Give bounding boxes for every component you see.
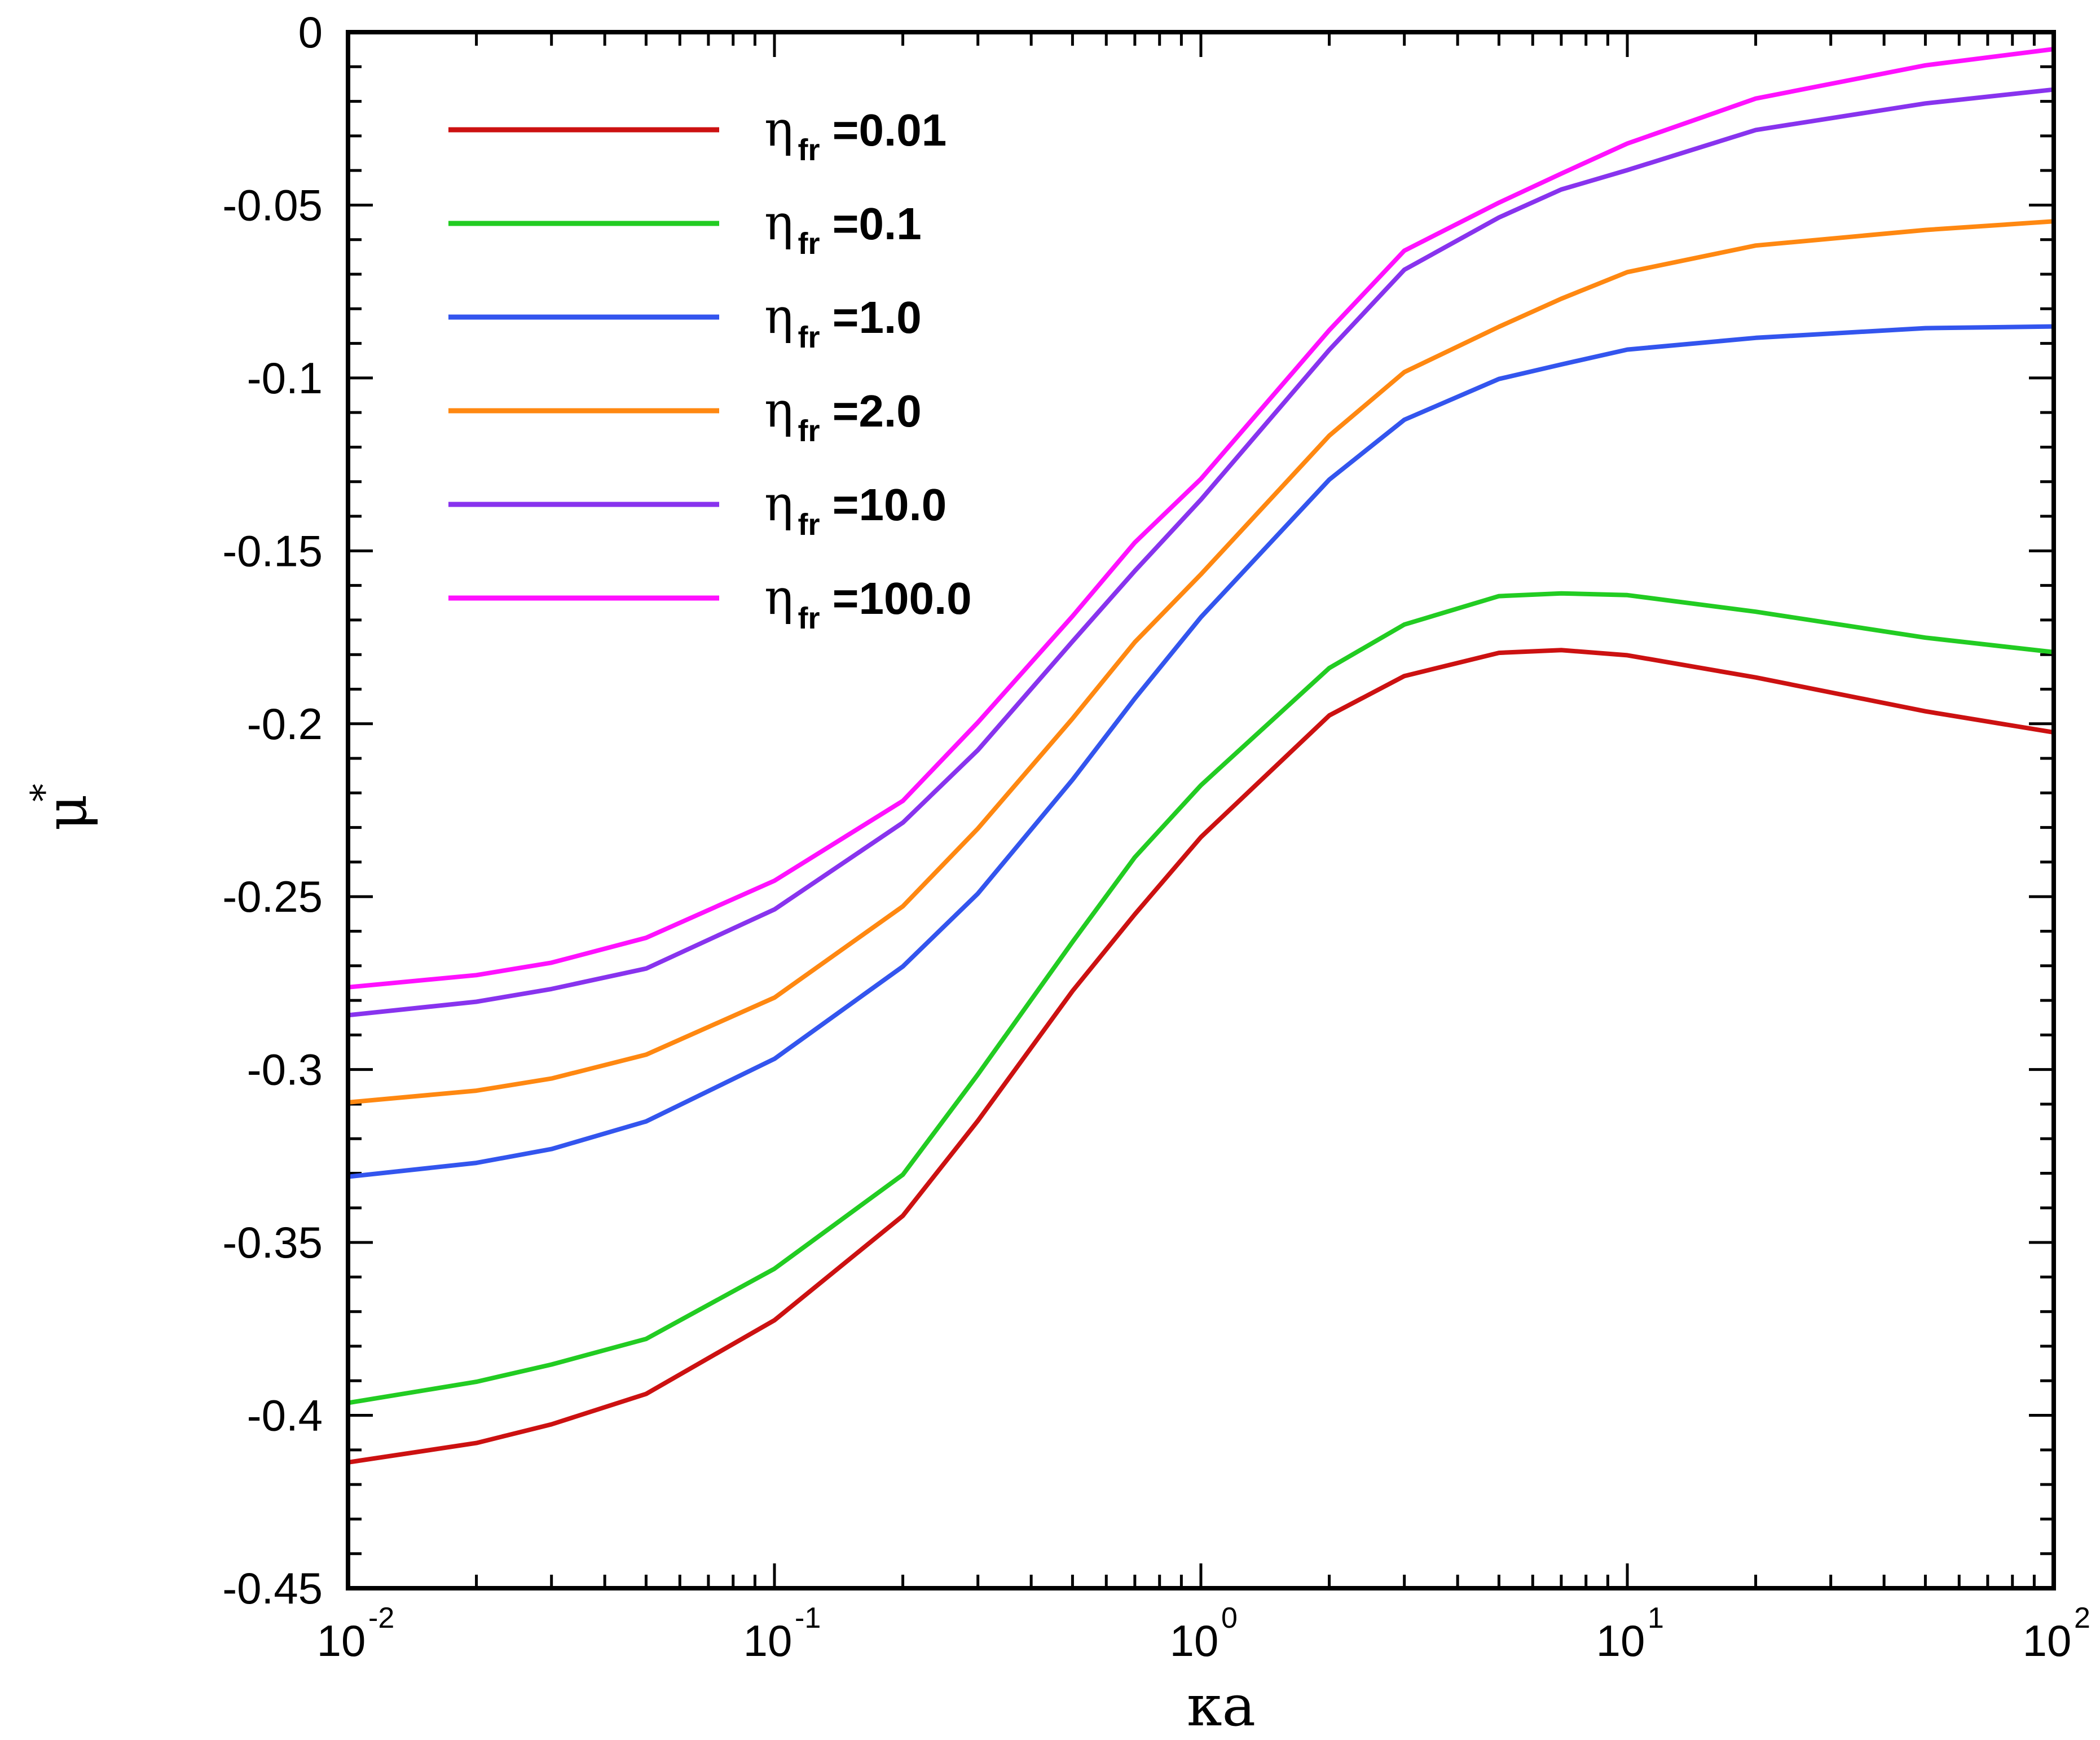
y-tick-label: -0.4 [247,1391,323,1440]
y-tick-label: 0 [298,7,323,57]
y-tick-label: -0.45 [222,1563,323,1613]
x-axis-title: κa [1187,1673,1256,1739]
x-tick-label: 10 [317,1616,366,1666]
y-axis-title-superscript: * [24,784,65,802]
y-tick-label: -0.25 [222,872,323,921]
series-lines [346,47,2056,1465]
y-tick-label: -0.15 [222,526,323,575]
legend-label-subscript: fr [798,601,820,635]
legend-label-symbol: η [764,569,794,626]
legend-label-subscript: fr [798,508,820,542]
x-tick-labels: 10 -2 10 -1 10 0 10 1 10 2 [317,1602,2090,1666]
series-line [346,219,2056,1105]
legend-label-symbol: η [764,195,794,251]
legend-label-value: =100.0 [820,573,972,623]
legend-label-subscript: fr [798,227,820,261]
legend-label-symbol: η [764,476,794,532]
legend-label: η fr =100.0 [764,569,972,635]
legend-label-subscript: fr [798,320,820,354]
legend-label-subscript: fr [798,414,820,448]
x-tick-exponent: 0 [1221,1602,1238,1634]
series-line [346,87,2056,1018]
x-tick-exponent: -1 [795,1602,821,1634]
x-tick-label: 10 [743,1616,793,1666]
legend-label-value: =1.0 [820,292,922,342]
series-line [346,47,2056,990]
legend-label-value: =0.01 [820,105,947,155]
series-line [346,324,2056,1179]
legend-label: η fr =2.0 [764,382,922,448]
legend-label: η fr =0.1 [764,195,922,261]
legend-label-symbol: η [764,288,794,345]
x-tick-label: 10 [2023,1616,2072,1666]
y-tick-label: -0.2 [247,699,323,749]
legend-label: η fr =0.01 [764,101,946,167]
series-line [346,648,2056,1465]
x-tick-exponent: 2 [2074,1602,2090,1634]
y-axis-title: μ [33,794,99,831]
y-tick-label: -0.3 [247,1045,323,1095]
x-tick-label: 10 [1170,1616,1219,1666]
legend-label-value: =10.0 [820,480,947,530]
legend-label-symbol: η [764,101,794,157]
legend: η fr =0.01η fr =0.1η fr =1.0η fr =2.0η fr =10… [448,101,972,635]
y-tick-label: -0.35 [222,1218,323,1267]
series-line [346,591,2056,1405]
x-tick-exponent: -2 [368,1602,394,1634]
y-tick-label: -0.1 [247,353,323,403]
plot-frame [346,30,2056,1590]
legend-label-value: =0.1 [820,199,922,249]
legend-label-symbol: η [764,382,794,438]
y-tick-label: -0.05 [222,180,323,230]
legend-label: η fr =1.0 [764,288,922,354]
x-tick-label: 10 [1596,1616,1645,1666]
legend-label-subscript: fr [798,133,820,167]
legend-label: η fr =10.0 [764,476,946,542]
legend-label-value: =2.0 [820,386,922,436]
y-tick-labels: 0 -0.05 -0.1 -0.15 -0.2 -0.25 -0.3 -0.35 -0.4 -0.… [222,7,323,1613]
x-tick-exponent: 1 [1648,1602,1664,1634]
